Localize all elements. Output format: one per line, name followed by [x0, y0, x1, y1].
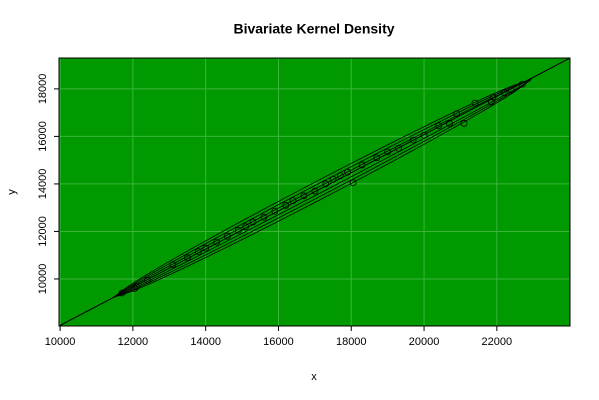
- y-tick-label: 12000: [37, 216, 49, 247]
- point: [133, 283, 140, 290]
- x-tick-label: 12000: [118, 336, 149, 348]
- point: [184, 254, 191, 261]
- point: [420, 131, 428, 139]
- point: [358, 161, 366, 169]
- point: [322, 180, 330, 188]
- x-axis-label: x: [311, 371, 317, 383]
- point: [249, 218, 257, 226]
- point: [446, 119, 453, 127]
- point: [242, 223, 250, 231]
- point: [471, 99, 479, 107]
- point: [282, 201, 290, 209]
- y-axis-label: y: [6, 189, 18, 195]
- point: [336, 172, 344, 180]
- point: [508, 86, 515, 94]
- point: [289, 197, 297, 204]
- point: [300, 192, 308, 200]
- x-tick-label: 18000: [336, 336, 367, 348]
- point: [409, 136, 417, 144]
- x-tick-label: 20000: [409, 336, 440, 348]
- point: [271, 207, 279, 215]
- point: [344, 168, 352, 176]
- point: [489, 93, 497, 101]
- plot-frame: [58, 57, 571, 327]
- point: [235, 226, 242, 234]
- fit-line: [58, 57, 571, 327]
- point: [213, 238, 220, 246]
- point: [349, 179, 357, 187]
- x-tick-label: 22000: [482, 336, 513, 348]
- point: [460, 119, 468, 127]
- point: [453, 110, 461, 118]
- y-tick-label: 16000: [37, 121, 49, 152]
- point: [194, 248, 202, 256]
- point: [224, 232, 231, 240]
- y-tick-label: 18000: [37, 74, 49, 105]
- point: [395, 144, 402, 152]
- point: [131, 285, 139, 292]
- point: [329, 175, 337, 183]
- point: [169, 261, 177, 269]
- point: [311, 187, 319, 195]
- point: [260, 213, 268, 221]
- x-tick-label: 16000: [263, 336, 294, 348]
- chart-title: Bivariate Kernel Density: [233, 21, 394, 37]
- x-tick-label: 14000: [190, 336, 221, 348]
- point: [518, 80, 526, 88]
- y-tick-label: 14000: [37, 169, 49, 200]
- point: [384, 148, 392, 156]
- point: [202, 244, 210, 252]
- point: [144, 276, 151, 284]
- point: [487, 98, 495, 106]
- x-tick-label: 10000: [45, 336, 76, 348]
- point: [500, 89, 508, 96]
- point: [118, 289, 126, 297]
- y-tick-label: 10000: [37, 264, 49, 295]
- point: [435, 122, 443, 130]
- point: [373, 154, 381, 162]
